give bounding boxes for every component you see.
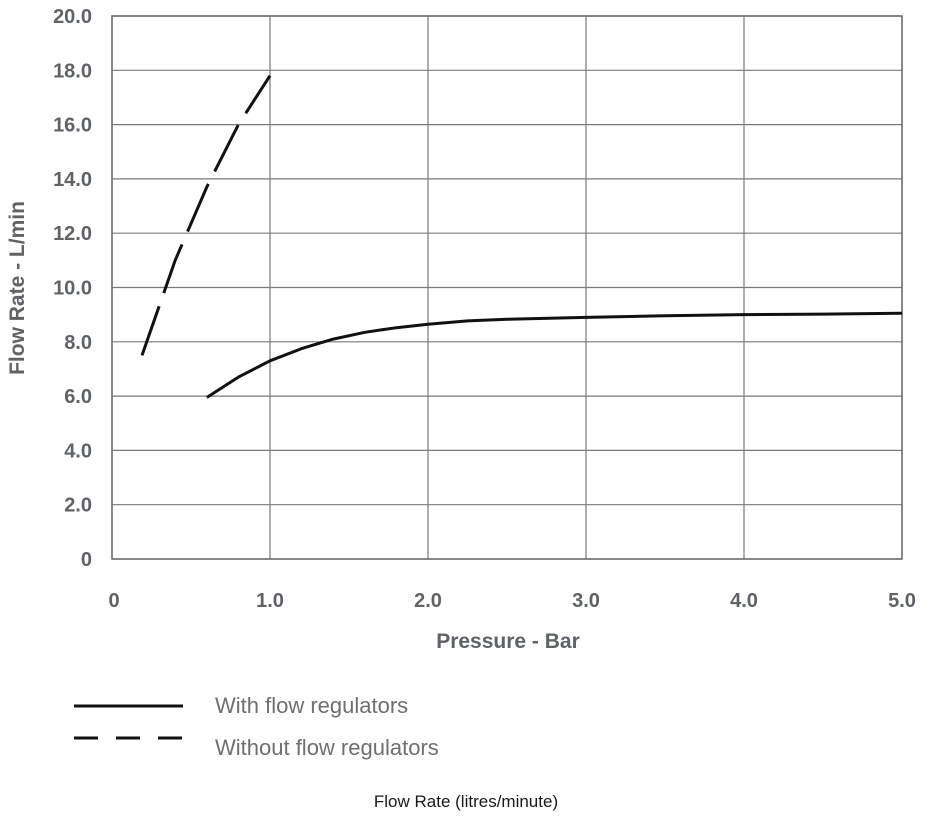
x-axis-ticks: 0 1.0 2.0 3.0 4.0 5.0 — [108, 590, 915, 612]
y-tick-label: 18.0 — [53, 60, 92, 82]
legend: With flow regulators Without flow regula… — [74, 693, 439, 760]
y-axis-ticks: 0 2.0 4.0 6.0 8.0 10.0 12.0 14.0 16.0 18.0 20.0 — [53, 6, 92, 571]
y-tick-label: 8.0 — [64, 332, 92, 354]
grid — [111, 15, 903, 560]
x-tick-label: 0 — [108, 590, 119, 612]
series-without-flow-regulators — [140, 74, 272, 356]
y-tick-label: 2.0 — [64, 495, 92, 517]
x-tick-label: 2.0 — [414, 590, 442, 612]
series-layer — [140, 74, 903, 399]
y-tick-label: 0 — [81, 549, 92, 571]
x-tick-label: 5.0 — [888, 590, 916, 612]
legend-label-without-regulators: Without flow regulators — [215, 735, 439, 760]
y-tick-label: 12.0 — [53, 223, 92, 245]
x-tick-label: 3.0 — [572, 590, 600, 612]
y-tick-label: 10.0 — [53, 278, 92, 300]
y-tick-label: 4.0 — [64, 440, 92, 462]
x-axis-title: Pressure - Bar — [436, 630, 580, 653]
figure-caption: Flow Rate (litres/minute) — [374, 792, 558, 811]
x-tick-label: 4.0 — [730, 590, 758, 612]
series-with-flow-regulators — [205, 311, 903, 399]
plot-area-frame — [111, 15, 903, 560]
y-axis-title: Flow Rate - L/min — [6, 201, 29, 375]
y-tick-label: 16.0 — [53, 115, 92, 137]
y-tick-label: 6.0 — [64, 386, 92, 408]
legend-label-with-regulators: With flow regulators — [215, 693, 408, 718]
y-tick-label: 14.0 — [53, 169, 92, 191]
x-tick-label: 1.0 — [256, 590, 284, 612]
y-tick-label: 20.0 — [53, 6, 92, 28]
